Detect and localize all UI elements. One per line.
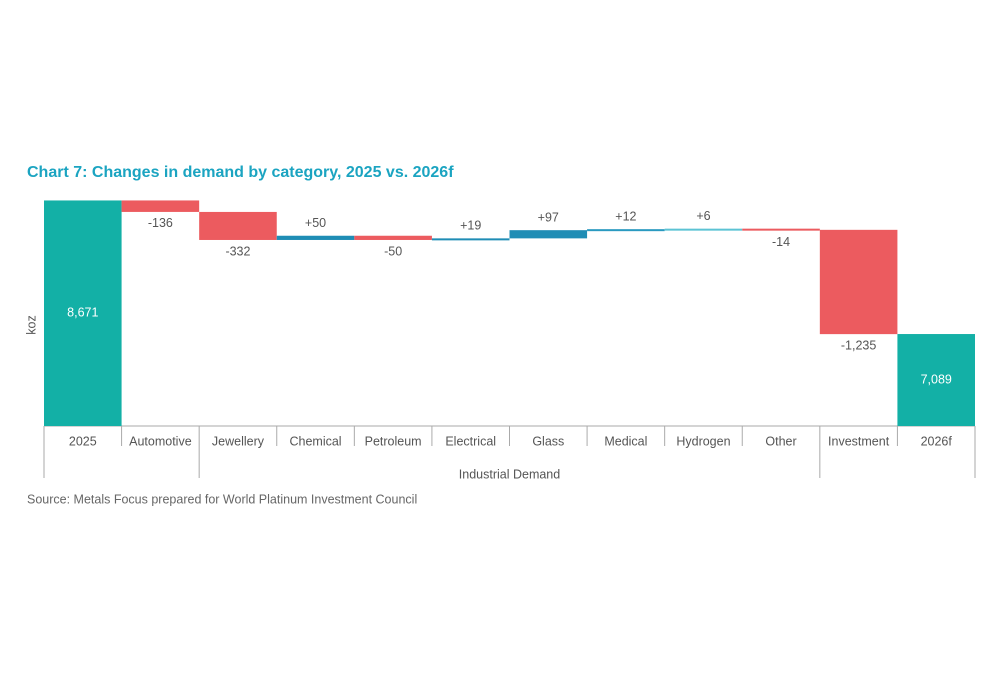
- bar: [354, 235, 432, 240]
- group-label: Industrial Demand: [459, 467, 560, 481]
- data-label: -1,235: [841, 338, 876, 352]
- x-tick-label: Chemical: [289, 434, 341, 448]
- bar: [587, 229, 665, 232]
- source: Source: Metals Focus prepared for World …: [27, 492, 417, 506]
- x-tick-label: Automotive: [129, 434, 192, 448]
- data-label: +6: [696, 209, 710, 223]
- x-tick-label: Jewellery: [212, 434, 265, 448]
- x-tick-label: 2025: [69, 434, 97, 448]
- data-label: +19: [460, 219, 481, 233]
- x-tick-label: Hydrogen: [676, 434, 730, 448]
- x-tick-label: Glass: [532, 434, 564, 448]
- x-tick-label: Investment: [828, 434, 890, 448]
- x-tick-label: Other: [765, 434, 796, 448]
- data-label: -332: [225, 244, 250, 258]
- x-tick-label: Medical: [604, 434, 647, 448]
- data-label: +97: [538, 210, 559, 224]
- data-label: -14: [772, 235, 790, 249]
- bar: [897, 334, 975, 426]
- data-label: 8,671: [67, 306, 98, 320]
- bar: [199, 211, 277, 240]
- data-label: 7,089: [921, 372, 952, 386]
- bar: [509, 230, 588, 239]
- y-axis-label: koz: [24, 315, 38, 334]
- data-label: -136: [148, 216, 173, 230]
- bar: [276, 235, 355, 240]
- bar: [431, 238, 510, 241]
- bar: [121, 200, 200, 212]
- bar: [819, 229, 898, 335]
- x-tick-label: Petroleum: [365, 434, 422, 448]
- data-label: -50: [384, 244, 402, 258]
- data-label: +12: [615, 209, 636, 223]
- bar: [664, 228, 743, 231]
- bar: [742, 228, 820, 231]
- bar: [44, 200, 122, 426]
- chart-title: Chart 7: Changes in demand by category, …: [27, 164, 454, 181]
- data-label: +50: [305, 216, 326, 230]
- x-tick-label: Electrical: [445, 434, 496, 448]
- x-tick-label: 2026f: [921, 434, 953, 448]
